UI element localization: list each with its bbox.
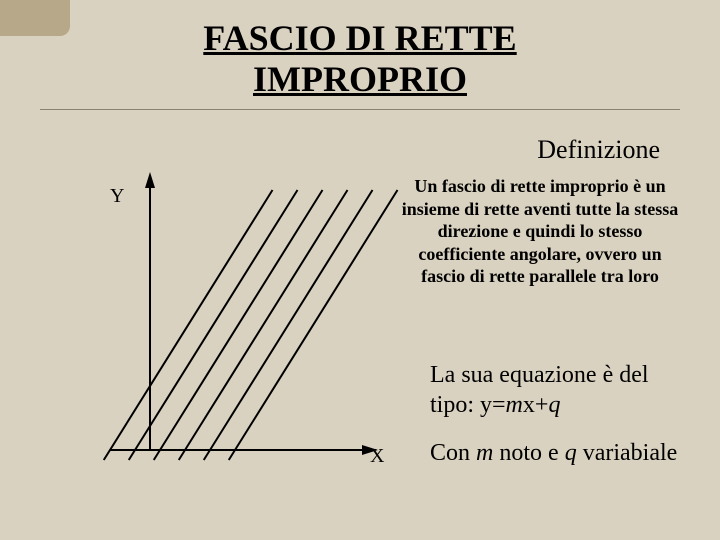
- note-mid: noto e: [493, 440, 564, 466]
- title-line-1: FASCIO DI RETTE: [203, 18, 516, 58]
- title-line-2: IMPROPRIO: [253, 59, 467, 99]
- diagram: [90, 170, 390, 470]
- note-pre: Con: [430, 440, 476, 466]
- equation-q: q: [548, 392, 560, 418]
- page-title: FASCIO DI RETTE IMPROPRIO: [0, 0, 720, 101]
- equation-mid: x+: [523, 392, 549, 418]
- note-post: variabiale: [577, 440, 678, 466]
- equation-text: La sua equazione è del tipo: y=mx+q: [430, 360, 680, 420]
- diagram-svg: [90, 170, 390, 470]
- subtitle: Definizione: [537, 135, 660, 165]
- definition-text: Un fascio di rette improprio è un insiem…: [400, 175, 680, 288]
- corner-dogear: [0, 0, 70, 36]
- note-q: q: [565, 440, 577, 466]
- note-m: m: [476, 440, 493, 466]
- title-underline-rule: [40, 109, 680, 110]
- equation-m: m: [506, 392, 523, 418]
- note-text: Con m noto e q variabiale: [430, 440, 680, 467]
